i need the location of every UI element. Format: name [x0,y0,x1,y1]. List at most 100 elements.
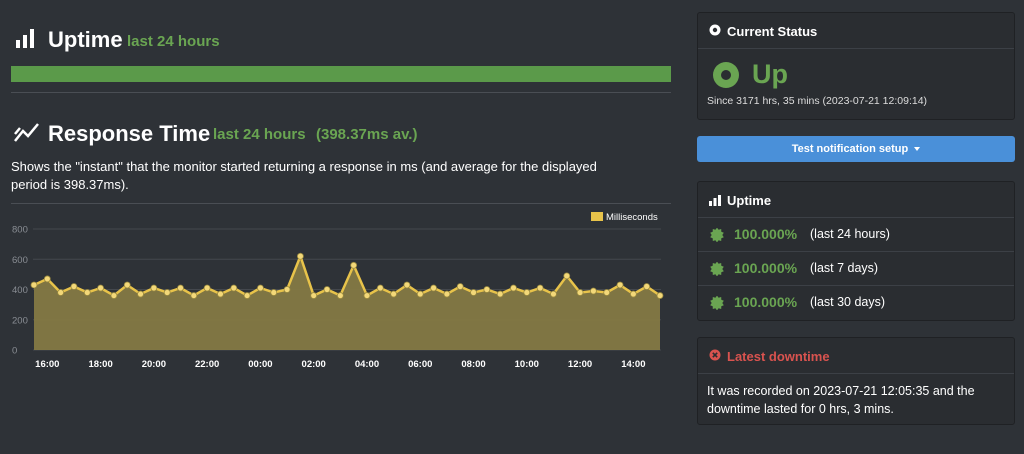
uptime-panel-icon [709,195,721,206]
response-icon [14,123,39,142]
divider [11,92,671,93]
point [350,261,358,269]
point [536,284,544,292]
status-value: Up [752,59,788,89]
caret [914,147,921,152]
x-tick-label: 18:00 [88,359,112,370]
point [563,272,571,280]
divider [698,373,1014,374]
area [34,256,660,350]
point [177,284,184,292]
point [483,286,491,293]
point [323,286,331,293]
up-icon [713,62,739,88]
point [97,284,104,292]
point [616,281,624,289]
point [403,281,411,289]
x-tick-label: 00:00 [248,359,272,370]
point [310,292,318,299]
point [629,290,637,298]
check-badge [710,296,724,310]
response-average: (398.37ms av.) [316,126,418,143]
point [137,290,144,298]
uptime-period: (last 24 hours) [810,227,890,241]
status-since: Since 3171 hrs, 35 mins (2023-07-21 12:0… [707,95,928,107]
response-period: last 24 hours [213,126,306,143]
downtime-panel: Latest downtime It was recorded on 2023-… [697,337,1015,425]
divider [11,203,671,204]
point [416,290,424,298]
uptime-value: 100.000% [734,260,798,276]
response-description: Shows the "instant" that the monitor sta… [11,159,597,192]
uptime-row: 100.000% (last 24 hours) [698,217,1014,251]
point [163,289,171,296]
point [296,252,304,260]
chart: 0 200 400 600 800 16:00 18:00 20:00 22:00 00:00 02… [12,212,664,370]
legend-label: Milliseconds [606,212,658,223]
point [150,284,158,292]
x-tick-label: 10:00 [515,359,539,370]
point [336,292,344,299]
point [390,290,398,298]
status-panel: Current Status Up Since 3171 hrs, 35 min… [697,12,1015,120]
point [376,284,384,292]
x-tick-label: 02:00 [302,359,326,370]
x-tick-label: 06:00 [408,359,432,370]
uptime-value: 100.000% [734,226,798,242]
uptime-title: Uptime [48,27,123,52]
status-title: Current Status [727,24,818,39]
point [203,284,211,292]
uptime-value: 100.000% [734,294,798,310]
point [57,289,65,296]
button-label: Test notification setup [791,143,909,155]
point [243,292,251,299]
uptime-icon [16,29,34,48]
y-tick-label: 800 [12,225,28,236]
point [510,284,517,292]
point [656,292,664,299]
point [43,275,51,283]
uptime-row: 100.000% (last 30 days) [698,285,1014,319]
point [576,289,584,296]
point [643,283,651,290]
status-icon [709,24,721,36]
point [550,290,557,298]
x-tick-label: 04:00 [355,359,379,370]
x-tick-label: 08:00 [461,359,485,370]
point [123,281,131,289]
test-notification-button[interactable]: Test notification setup [697,136,1015,162]
point [523,289,531,296]
x-tick-label: 14:00 [621,359,645,370]
point [230,284,238,292]
uptime-row: 100.000% (last 7 days) [698,251,1014,285]
y-tick-label: 600 [12,255,28,266]
point [257,284,264,292]
point [363,292,371,299]
point [110,292,118,299]
point [83,289,91,296]
downtime-text: It was recorded on 2023-07-21 12:05:35 a… [707,384,975,416]
point [283,286,291,293]
point [496,290,504,298]
uptime-period: (last 30 days) [810,295,886,309]
downtime-icon [709,349,721,361]
response-title: Response Time [48,121,211,146]
x-tick-label: 22:00 [195,359,219,370]
y-tick-label: 200 [12,315,28,326]
check-badge [710,228,724,242]
uptime-period: last 24 hours [127,33,220,50]
uptime-period: (last 7 days) [810,261,879,275]
x-tick-label: 16:00 [35,359,59,370]
x-tick-label: 12:00 [568,359,592,370]
legend-swatch [591,212,603,221]
point [470,289,477,296]
point [590,287,597,295]
x-tick-label: 20:00 [142,359,166,370]
point [190,292,198,299]
check-badge [710,262,724,276]
point [443,290,451,298]
uptime-panel: Uptime 100.000% (last 24 hours) 100.000% (l… [697,181,1015,321]
uptime-bar [11,66,671,82]
y-tick-label: 400 [12,285,28,296]
